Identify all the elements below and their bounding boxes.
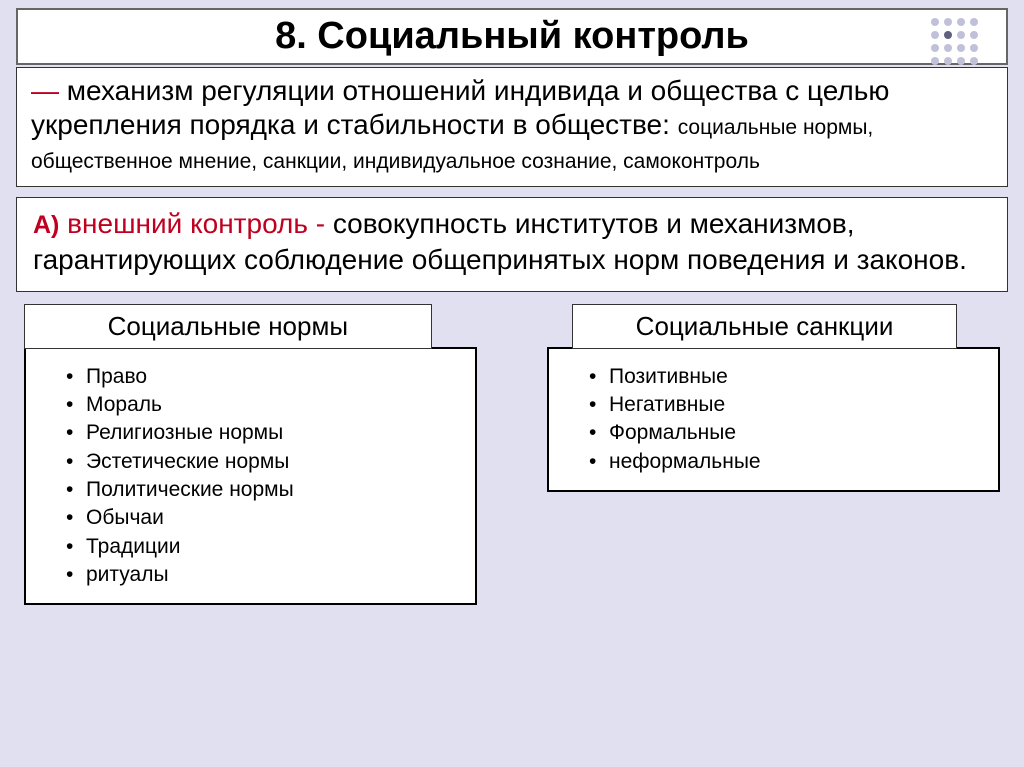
- right-column: Социальные санкции Позитивные Негативные…: [547, 304, 1000, 606]
- social-sanctions-list: Позитивные Негативные Формальные неформа…: [547, 347, 1000, 492]
- list-item: Религиозные нормы: [66, 419, 457, 447]
- right-column-header: Социальные санкции: [572, 304, 957, 349]
- definition-box: — механизм регуляции отношений индивида …: [16, 67, 1008, 187]
- list-item: Традиции: [66, 533, 457, 561]
- slide: 8. Социальный контроль — механизм регуля…: [6, 8, 1018, 759]
- social-norms-list: Право Мораль Религиозные нормы Эстетичес…: [24, 347, 477, 606]
- list-item: Политические нормы: [66, 476, 457, 504]
- list-item: Негативные: [589, 391, 980, 419]
- dash: —: [31, 75, 59, 106]
- title-box: 8. Социальный контроль: [16, 8, 1008, 65]
- definition-text: — механизм регуляции отношений индивида …: [31, 75, 889, 174]
- section-label: А): [33, 211, 59, 239]
- list-item: Мораль: [66, 391, 457, 419]
- list-item: Эстетические нормы: [66, 448, 457, 476]
- list-item: Право: [66, 363, 457, 391]
- list-item: Формальные: [589, 419, 980, 447]
- slide-title: 8. Социальный контроль: [38, 15, 986, 58]
- list-item: Обычаи: [66, 504, 457, 532]
- columns: Социальные нормы Право Мораль Религиозны…: [6, 304, 1018, 606]
- list-item: ритуалы: [66, 561, 457, 589]
- left-column-header: Социальные нормы: [24, 304, 432, 349]
- decorative-dot-grid-icon: [931, 18, 978, 65]
- left-column: Социальные нормы Право Мораль Религиозны…: [24, 304, 477, 606]
- list-item: неформальные: [589, 448, 980, 476]
- external-control-box: А) внешний контроль - совокупность инсти…: [16, 197, 1008, 291]
- external-control-term: внешний контроль -: [67, 208, 325, 239]
- list-item: Позитивные: [589, 363, 980, 391]
